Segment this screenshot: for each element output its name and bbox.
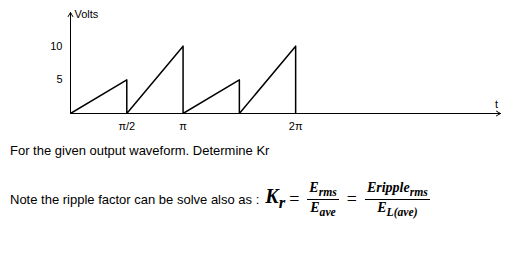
html-text:EL(ave): EL(ave) (377, 199, 418, 219)
html-text:Erms: Erms (309, 180, 337, 199)
svg-text:t: t (495, 98, 498, 110)
svg-text:2π: 2π (289, 120, 303, 132)
html-text:Eave: Eave (310, 199, 336, 219)
svg-text:π: π (179, 120, 187, 132)
svg-text:π/2: π/2 (118, 120, 135, 132)
svg-text:Volts: Volts (75, 8, 99, 20)
svg-text:5: 5 (56, 73, 62, 85)
html-text:For the given output waveform.: For the given output waveform. Determine… (10, 143, 270, 158)
html-text:Note the ripple factor can be: Note the ripple factor can be solve also… (10, 185, 300, 213)
svg-text:10: 10 (50, 40, 62, 52)
html-text:Eripplerms: Eripplerms (366, 180, 428, 199)
